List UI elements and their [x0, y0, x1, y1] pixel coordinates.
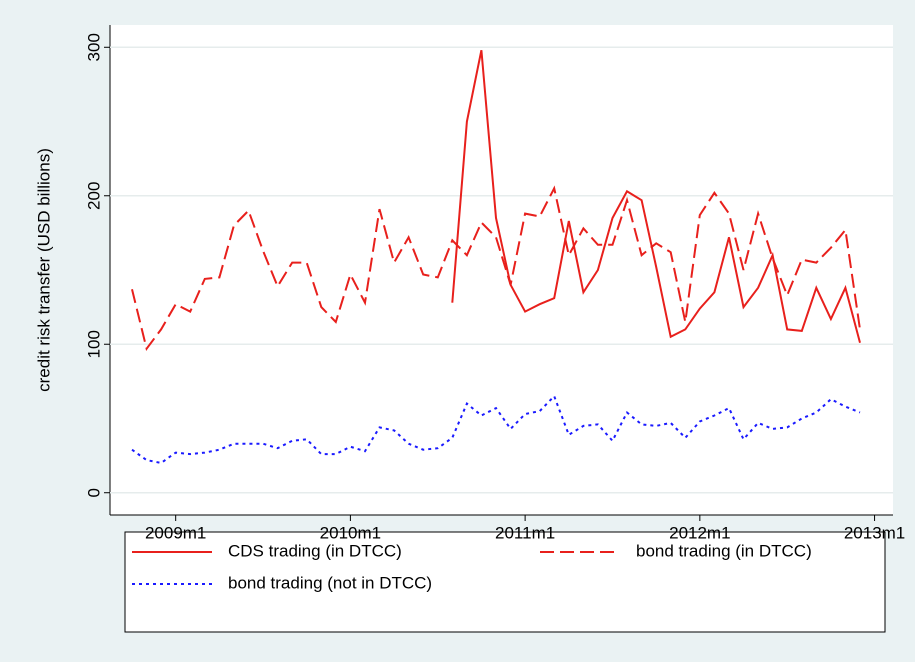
x-tick-label: 2010m1 — [320, 523, 381, 542]
x-tick-label: 2013m1 — [844, 523, 905, 542]
y-tick-label: 300 — [84, 33, 103, 61]
series-line — [451, 50, 861, 344]
legend — [124, 531, 886, 633]
y-tick-label: 200 — [84, 182, 103, 210]
plot-area — [110, 25, 893, 515]
series-line — [131, 394, 861, 465]
series-line — [131, 185, 861, 351]
legend-label: bond trading (in DTCC) — [636, 541, 812, 560]
legend-label: bond trading (not in DTCC) — [228, 573, 432, 592]
y-axis-title: credit risk transfer (USD billions) — [34, 148, 53, 392]
x-tick-label: 2012m1 — [669, 523, 730, 542]
legend-label: CDS trading (in DTCC) — [228, 541, 402, 560]
y-tick-label: 100 — [84, 330, 103, 358]
x-tick-label: 2011m1 — [495, 523, 555, 542]
y-tick-label: 0 — [84, 488, 103, 497]
x-tick-label: 2009m1 — [145, 523, 206, 542]
